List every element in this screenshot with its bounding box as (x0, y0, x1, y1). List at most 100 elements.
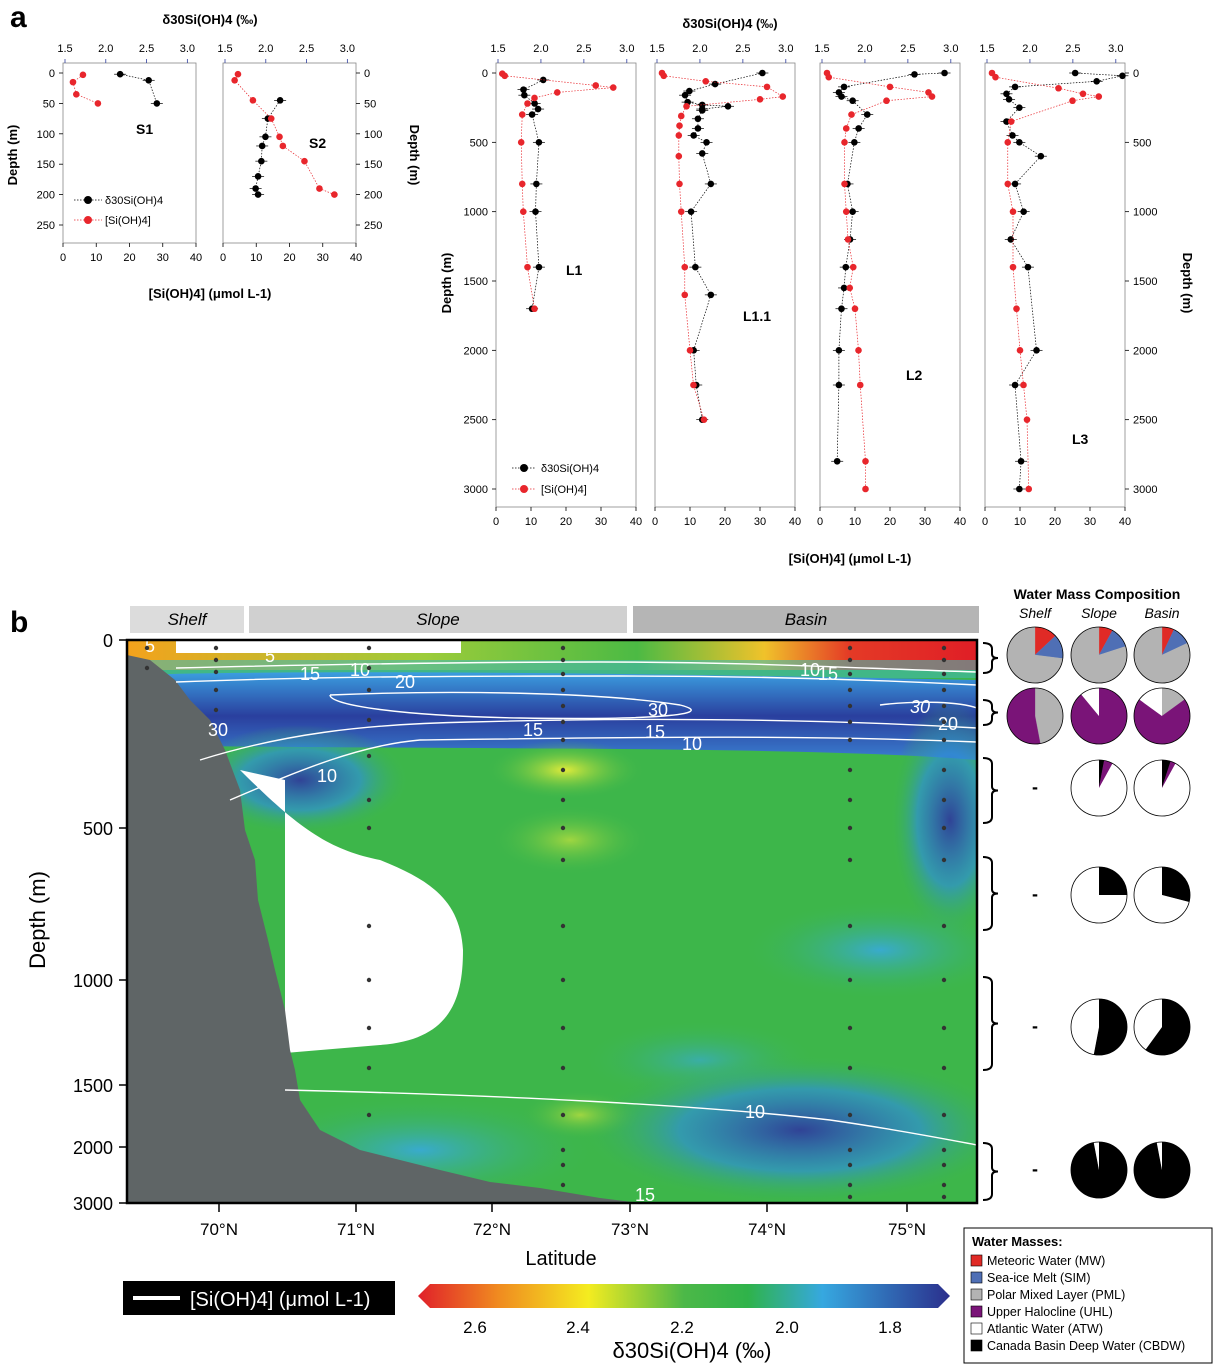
pie-placeholder-dash: - (1032, 884, 1038, 904)
pie-placeholder-dash: - (1032, 777, 1038, 797)
pie-basin-3 (1133, 866, 1191, 924)
station-dot (144, 665, 150, 671)
l1-point-conc (518, 180, 526, 188)
s2-axes: 1.5 2.0 2.5 3.0 0 10 20 30 40 0 50 100 150 200 250 (217, 43, 382, 264)
s2-point-isotope (258, 157, 265, 165)
colorbar-tick-label: 2.6 (463, 1318, 487, 1337)
l3-line-isotope (1006, 72, 1123, 490)
l3-point-conc (1004, 180, 1012, 188)
region-label-basin: Basin (785, 610, 828, 629)
pie-basin-1 (1133, 687, 1191, 745)
legend-swatch-atw (970, 1322, 983, 1335)
station-dot (213, 707, 219, 713)
pie-placeholder-dash: - (1032, 1159, 1038, 1179)
deep-depth-label-right: Depth (m) (1180, 253, 1195, 314)
l1-point-isotope (520, 86, 527, 93)
l11-point-conc (756, 96, 764, 103)
l3-depth-tick-label-r: 1000 (1133, 207, 1157, 219)
l11-point-conc (675, 152, 683, 160)
contour-line (329, 691, 692, 720)
s1-point-conc (79, 71, 87, 79)
l3-point-isotope (1011, 381, 1019, 389)
contour-line (879, 701, 977, 709)
station-dot (847, 1147, 853, 1153)
pie-basin-0 (1133, 626, 1191, 684)
l1-depth-tick-label: 500 (470, 137, 488, 149)
station-dot (560, 767, 566, 773)
s2-point-isotope (262, 133, 269, 141)
station-dot (847, 825, 853, 831)
l3-bottom-tick-label: 0 (982, 516, 988, 528)
station-dot (560, 645, 566, 651)
profile-l2 (823, 69, 951, 493)
l3-point-conc (1009, 263, 1017, 271)
l3-bottom-tick-label: 10 (1014, 516, 1026, 528)
l2-top-tick-label: 1.5 (814, 43, 829, 55)
pie-outline (1133, 626, 1191, 684)
station-dot (366, 717, 372, 723)
s1-top-tick-label: 1.5 (57, 43, 72, 55)
l2-point-conc (842, 125, 850, 132)
station-dot (941, 657, 947, 663)
l11-point-conc (676, 122, 683, 129)
pie-slice-atw (1071, 999, 1099, 1055)
l3-point-conc (1025, 485, 1033, 493)
l2-line-conc (826, 72, 933, 489)
station-dot (941, 719, 947, 725)
wm-col-slope: Slope (1081, 605, 1117, 621)
l3-top-tick-label: 2.0 (1022, 43, 1037, 55)
station-dot (847, 703, 853, 709)
legend-label-meteoric: Meteoric Water (MW) (987, 1254, 1105, 1268)
station-dot (560, 671, 566, 677)
subplot-title-l11: L1.1 (743, 308, 771, 324)
pie-basin-4 (1133, 998, 1191, 1056)
l2-point-isotope (838, 305, 845, 313)
s2-top-tick-label: 2.0 (258, 43, 273, 55)
l3-point-conc (1023, 416, 1031, 423)
legend-label-sea_ice_melt: Sea-ice Melt (SIM) (987, 1271, 1091, 1285)
station-dot (847, 1025, 853, 1031)
contour-label: 5 (265, 646, 275, 666)
s2-bottom-tick-label: 30 (317, 252, 329, 264)
station-dot (941, 977, 947, 983)
station-dot (213, 657, 219, 663)
s1-depth-tick-label: 150 (37, 159, 55, 171)
l3-point-conc (1016, 347, 1024, 354)
l1-bottom-tick-label: 10 (525, 516, 537, 528)
station-dot (213, 669, 219, 675)
section-x-tick-label: 72°N (473, 1220, 511, 1239)
s2-point-isotope (276, 97, 284, 104)
s2-top-tick-label: 3.0 (340, 43, 355, 55)
station-dot (847, 737, 853, 743)
l1-axis: 1.5 2.0 2.5 3.0 0 10 20 30 40 0 500 1000 1500 2000 250… (464, 43, 643, 528)
pie-slice-atw (1071, 867, 1127, 923)
l3-line-conc (991, 72, 1099, 490)
l3-point-isotope (1020, 208, 1027, 215)
s2-point-conc (316, 185, 323, 192)
wm-col-shelf: Shelf (1019, 605, 1053, 621)
colorbar (418, 1284, 950, 1308)
legend-label-uhl: Upper Halocline (UHL) (987, 1305, 1113, 1319)
station-dot (366, 923, 372, 929)
s2-point-conc (231, 76, 238, 84)
l11-point-isotope (698, 150, 706, 157)
pie-outline (1133, 1141, 1191, 1199)
station-dot (366, 665, 372, 671)
station-dot (941, 1147, 947, 1153)
l3-top-tick-label: 3.0 (1108, 43, 1123, 55)
contour-label: 5 (145, 636, 155, 656)
depth-braces (982, 642, 999, 1201)
s2-series (231, 70, 338, 198)
l2-bottom-tick-label: 30 (919, 516, 931, 528)
l1-point-isotope (528, 111, 536, 118)
l3-depth-tick-label-r: 0 (1133, 68, 1139, 80)
subplot-title-l3: L3 (1072, 431, 1089, 447)
legend-isotope-label: δ30Si(OH)4 (105, 195, 163, 207)
l2-point-conc (841, 139, 848, 146)
s2-point-conc (279, 142, 287, 150)
colorbar-tick-label: 1.8 (878, 1318, 902, 1337)
l11-point-isotope (759, 69, 766, 77)
l11-point-conc (690, 381, 697, 389)
station-dot (366, 825, 372, 831)
l2-point-conc (842, 208, 850, 215)
